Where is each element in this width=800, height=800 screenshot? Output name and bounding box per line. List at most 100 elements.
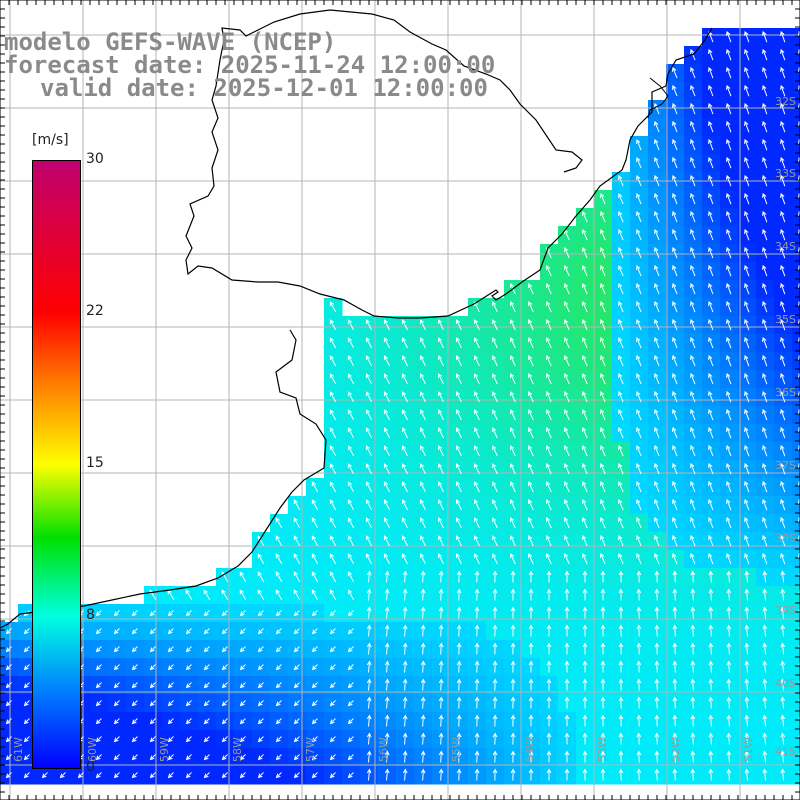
wind-arrow xyxy=(455,553,462,565)
wind-arrow xyxy=(600,588,606,601)
wind-arrow xyxy=(744,552,750,565)
wind-arrow xyxy=(726,138,732,151)
wind-speed-cell xyxy=(792,154,800,173)
wind-arrow xyxy=(113,772,120,779)
wind-arrow xyxy=(491,319,498,331)
wind-arrow xyxy=(473,481,480,493)
wind-arrow xyxy=(167,682,174,689)
wind-arrow xyxy=(671,120,678,133)
wind-arrow xyxy=(473,427,480,439)
wind-arrow xyxy=(113,718,120,725)
wind-arrow xyxy=(437,535,444,547)
wind-arrow xyxy=(564,660,570,673)
wind-arrow xyxy=(671,282,678,295)
wind-arrow xyxy=(744,462,750,475)
wind-arrow xyxy=(402,714,408,727)
wind-arrow xyxy=(744,246,750,259)
wind-arrow xyxy=(617,516,624,529)
wind-arrow xyxy=(527,445,534,457)
wind-speed-cell xyxy=(792,388,800,407)
wind-arrow xyxy=(780,444,786,457)
wind-arrow xyxy=(366,750,372,763)
wind-speed-cell xyxy=(792,280,800,299)
wind-arrow xyxy=(509,553,516,565)
wind-arrow xyxy=(365,337,372,349)
wind-arrow xyxy=(203,610,210,617)
wind-arrow xyxy=(690,768,696,781)
wind-arrow xyxy=(473,355,480,367)
wind-arrow xyxy=(347,391,355,403)
wind-arrow xyxy=(221,682,228,689)
wind-arrow xyxy=(599,300,606,313)
wind-arrow xyxy=(581,534,588,547)
wind-arrow xyxy=(726,66,732,79)
wind-arrow xyxy=(707,66,714,79)
wind-arrow xyxy=(600,696,606,709)
wind-arrow xyxy=(545,391,552,403)
wind-arrow xyxy=(708,588,714,601)
wind-arrow xyxy=(672,714,678,727)
wind-arrow xyxy=(744,408,750,421)
lat-label: 39S xyxy=(775,604,796,617)
wind-arrow xyxy=(347,646,354,653)
wind-arrow xyxy=(311,517,319,529)
wind-speed-cell xyxy=(792,478,800,497)
wind-arrow xyxy=(671,480,678,493)
wind-arrow xyxy=(671,246,678,259)
wind-arrow xyxy=(527,553,534,565)
wind-arrow xyxy=(762,444,768,457)
wind-arrow xyxy=(311,664,318,671)
wind-arrow xyxy=(564,642,570,655)
lat-label: 33S xyxy=(775,167,796,180)
wind-arrow xyxy=(780,354,786,367)
wind-arrow xyxy=(618,624,624,637)
wind-arrow xyxy=(23,682,30,689)
wind-arrow xyxy=(780,174,786,187)
wind-arrow xyxy=(762,660,768,673)
wind-arrow xyxy=(257,571,265,583)
wind-arrow xyxy=(563,391,570,403)
wind-arrow xyxy=(635,480,642,493)
lat-label: 41S xyxy=(775,745,796,758)
wind-arrow xyxy=(689,390,696,403)
wind-arrow xyxy=(726,516,732,529)
wind-arrow xyxy=(762,696,768,709)
wind-arrow xyxy=(618,660,624,673)
wind-arrow xyxy=(563,265,570,277)
wind-arrow xyxy=(131,610,138,617)
wind-arrow xyxy=(780,552,786,565)
wind-arrow xyxy=(437,337,444,349)
wind-arrow xyxy=(780,102,786,115)
wind-arrow xyxy=(527,481,534,493)
wind-arrow xyxy=(798,625,800,630)
wind-arrow xyxy=(474,768,480,781)
wind-arrow xyxy=(744,156,750,169)
wind-arrow xyxy=(329,463,337,475)
wind-arrow xyxy=(546,660,552,673)
lon-label: 53W xyxy=(596,737,609,762)
wind-arrow xyxy=(527,301,534,313)
wind-arrow xyxy=(671,102,678,115)
wind-arrow xyxy=(564,714,570,727)
wind-arrow xyxy=(402,606,408,619)
wind-arrow xyxy=(671,534,678,547)
wind-arrow xyxy=(491,535,498,547)
wind-arrow xyxy=(491,301,498,313)
wind-arrow xyxy=(221,772,228,779)
wind-arrow xyxy=(221,664,228,671)
wind-arrow xyxy=(726,714,732,727)
wind-arrow xyxy=(347,553,355,565)
wind-arrow xyxy=(456,714,462,727)
wind-arrow xyxy=(726,336,732,349)
wind-arrow xyxy=(707,390,714,403)
wind-arrow xyxy=(672,642,678,655)
lon-label: 61W xyxy=(12,737,25,762)
wind-speed-cell xyxy=(792,694,800,713)
wind-arrow xyxy=(545,553,552,565)
wind-arrow xyxy=(113,664,120,671)
wind-arrow xyxy=(113,628,120,635)
wind-arrow xyxy=(780,30,786,43)
wind-arrow xyxy=(671,390,678,403)
wind-arrow xyxy=(437,553,444,565)
